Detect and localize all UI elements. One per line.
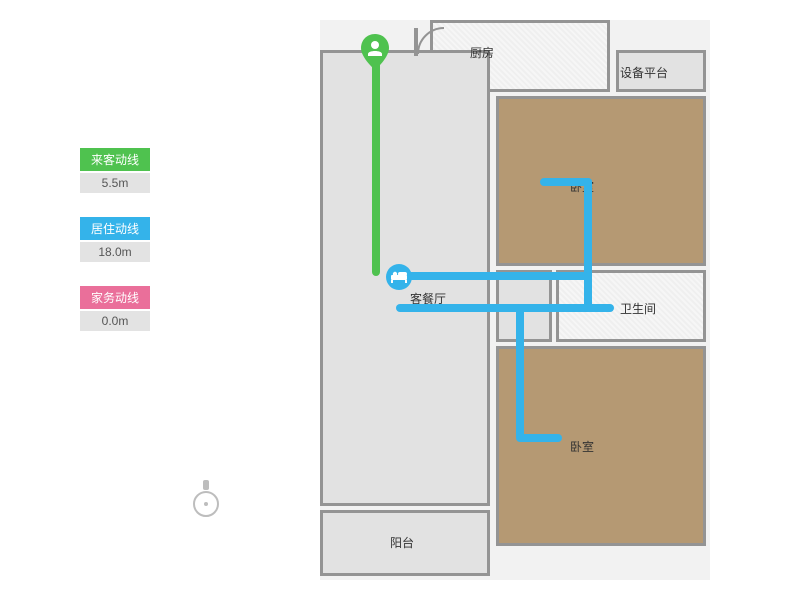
entry-marker-icon	[360, 34, 390, 70]
room-label: 阳台	[390, 534, 414, 551]
room-label: 卫生间	[620, 300, 656, 317]
canvas: 来客动线 5.5m 居住动线 18.0m 家务动线 0.0m 客餐	[0, 0, 800, 600]
room-label: 设备平台	[620, 64, 668, 81]
room-bed2	[496, 346, 706, 546]
legend-label: 来客动线	[80, 148, 150, 171]
legend: 来客动线 5.5m 居住动线 18.0m 家务动线 0.0m	[80, 148, 150, 355]
legend-value: 5.5m	[80, 173, 150, 193]
path-segment	[516, 304, 524, 440]
room-label: 厨房	[470, 44, 494, 61]
path-segment	[372, 60, 380, 276]
path-segment	[396, 272, 592, 280]
legend-value: 0.0m	[80, 311, 150, 331]
door-arc-icon	[414, 24, 464, 64]
room-label: 卧室	[570, 438, 594, 455]
path-segment	[540, 178, 592, 186]
legend-item-chores: 家务动线 0.0m	[80, 286, 150, 331]
path-segment	[584, 178, 592, 280]
compass-icon	[190, 480, 222, 520]
legend-label: 居住动线	[80, 217, 150, 240]
room-bed1	[496, 96, 706, 266]
legend-label: 家务动线	[80, 286, 150, 309]
path-segment	[584, 304, 614, 312]
legend-item-guest: 来客动线 5.5m	[80, 148, 150, 193]
path-segment	[396, 304, 596, 312]
path-segment	[516, 434, 562, 442]
legend-value: 18.0m	[80, 242, 150, 262]
floor-plan: 客餐厅厨房设备平台卧室卫生间卧室阳台	[320, 20, 710, 580]
legend-item-living: 居住动线 18.0m	[80, 217, 150, 262]
bed-marker-icon	[386, 264, 412, 290]
